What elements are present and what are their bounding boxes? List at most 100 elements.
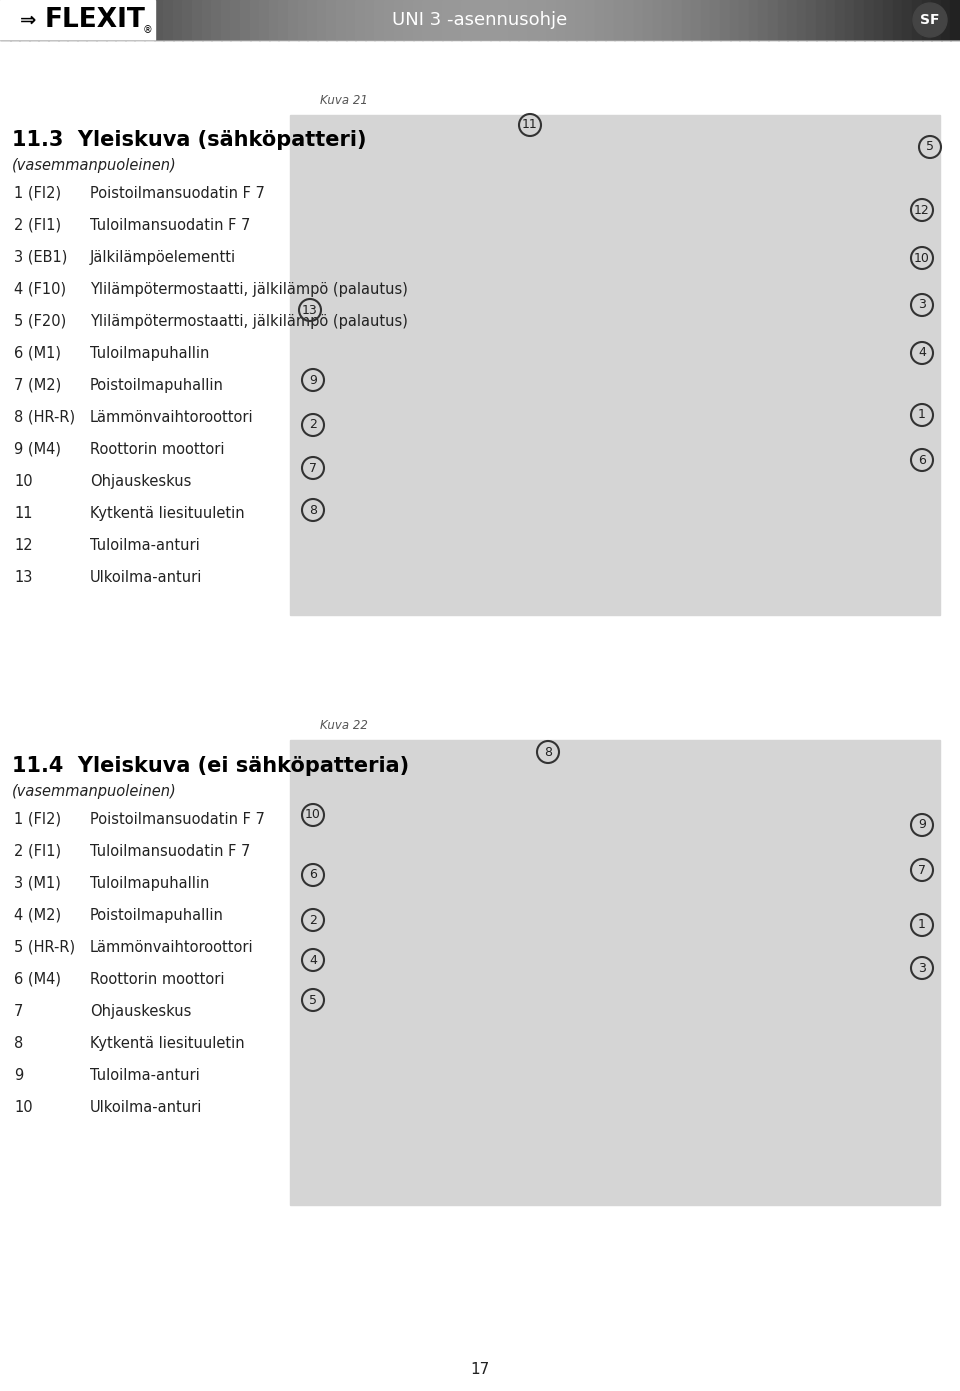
Bar [374,0,385,40]
Text: Kuva 21: Kuva 21 [320,95,368,107]
Text: 11: 11 [14,506,33,522]
Bar [355,0,366,40]
Text: Ulkoilma-anturi: Ulkoilma-anturi [90,570,203,586]
Bar [499,0,510,40]
Text: 5: 5 [309,993,317,1007]
Bar [797,0,807,40]
Bar [77,0,87,40]
Text: ⇒: ⇒ [20,11,36,29]
Bar [547,0,558,40]
Text: 7: 7 [14,1004,23,1020]
Text: 6: 6 [309,868,317,882]
Text: Tuloilma-anturi: Tuloilma-anturi [90,1068,200,1084]
Bar [19,0,30,40]
Text: Kytkentä liesituuletin: Kytkentä liesituuletin [90,506,245,522]
Bar [845,0,855,40]
Bar [826,0,836,40]
Bar [768,0,779,40]
Bar [883,0,894,40]
Text: 7 (M2): 7 (M2) [14,378,61,394]
Text: Ulkoilma-anturi: Ulkoilma-anturi [90,1100,203,1116]
Bar [307,0,318,40]
Bar [643,0,654,40]
Bar [202,0,212,40]
Bar [634,0,644,40]
Text: (vasemmanpuoleinen): (vasemmanpuoleinen) [12,159,177,172]
Bar [38,0,49,40]
Bar [461,0,471,40]
Text: Tuloilmapuhallin: Tuloilmapuhallin [90,876,209,892]
Circle shape [913,3,947,38]
Text: 2 (FI1): 2 (FI1) [14,218,61,234]
Text: Poistoilmansuodatin F 7: Poistoilmansuodatin F 7 [90,186,265,202]
Text: 10: 10 [14,474,33,490]
Bar [403,0,414,40]
Text: ®: ® [143,25,153,35]
Bar [557,0,567,40]
Bar [86,0,97,40]
Bar [394,0,404,40]
Text: 17: 17 [470,1363,490,1377]
Bar [518,0,529,40]
Bar [240,0,251,40]
Bar [442,0,452,40]
Bar [490,0,500,40]
Bar [221,0,231,40]
Bar [106,0,116,40]
Bar [346,0,356,40]
Text: 2: 2 [309,419,317,431]
Bar [96,0,107,40]
Text: Kytkentä liesituuletin: Kytkentä liesituuletin [90,1036,245,1052]
Text: 4 (F10): 4 (F10) [14,282,66,298]
Text: Ylilämpötermostaatti, jälkilämpö (palautus): Ylilämpötermostaatti, jälkilämpö (palaut… [90,314,408,330]
Bar [211,0,222,40]
Bar [230,0,241,40]
Text: 9 (M4): 9 (M4) [14,442,61,458]
Bar [154,0,164,40]
Bar [134,0,145,40]
Text: UNI 3 -asennusohje: UNI 3 -asennusohje [393,11,567,29]
Text: 5: 5 [926,140,934,153]
Bar [576,0,587,40]
Text: 13: 13 [14,570,33,586]
Bar [749,0,759,40]
Bar [365,0,375,40]
Bar [480,0,491,40]
Bar [298,0,308,40]
Bar [288,0,299,40]
Text: 1: 1 [918,409,926,421]
Bar [691,0,702,40]
Text: SF: SF [921,13,940,26]
Text: 8: 8 [14,1036,23,1052]
Bar [835,0,846,40]
Text: 5 (F20): 5 (F20) [14,314,66,330]
Text: 5 (HR-R): 5 (HR-R) [14,940,75,956]
Bar [0,0,11,40]
Bar [58,0,68,40]
Bar [538,0,548,40]
Bar [48,0,59,40]
Text: 6: 6 [918,453,926,466]
Text: 6 (M4): 6 (M4) [14,972,61,988]
Bar [595,0,606,40]
Bar [710,0,721,40]
Bar [326,0,337,40]
Text: 4 (M2): 4 (M2) [14,908,61,924]
Bar [653,0,663,40]
Text: 2 (FI1): 2 (FI1) [14,844,61,860]
Bar [278,0,289,40]
Bar [854,0,865,40]
Text: 8: 8 [309,504,317,516]
Bar [586,0,596,40]
Bar [787,0,798,40]
Text: (vasemmanpuoleinen): (vasemmanpuoleinen) [12,785,177,798]
Bar [115,0,126,40]
Bar [816,0,827,40]
Bar [290,740,940,1205]
Bar [250,0,260,40]
Text: Ohjauskeskus: Ohjauskeskus [90,1004,191,1020]
Bar [269,0,279,40]
Bar [614,0,625,40]
Text: 9: 9 [14,1068,23,1084]
Bar [451,0,462,40]
